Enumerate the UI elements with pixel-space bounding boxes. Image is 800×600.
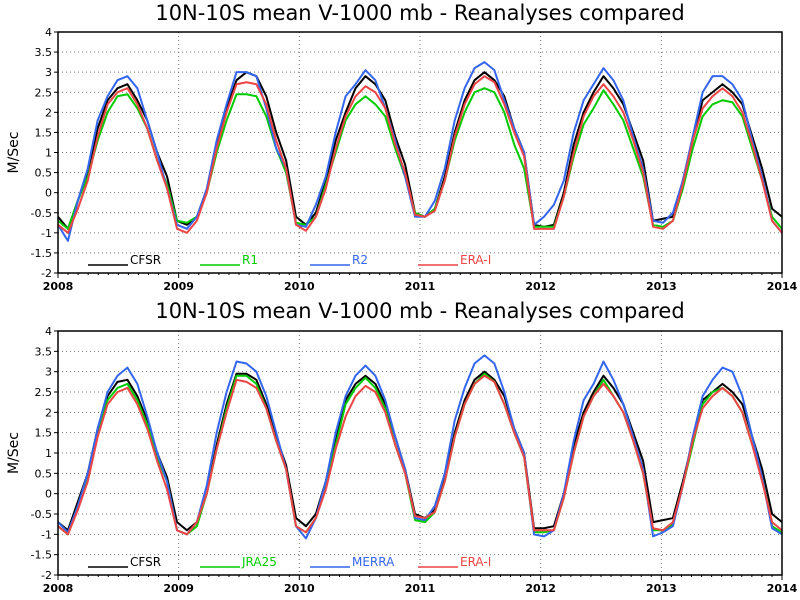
y-tick-label: 0 — [45, 187, 52, 200]
series-line-jra25 — [57, 372, 783, 536]
y-tick-label: -0.5 — [31, 207, 52, 220]
y-tick-label: 1.5 — [35, 126, 53, 139]
y-tick-label: 0.5 — [35, 467, 53, 480]
y-tick-label: 3 — [45, 66, 52, 79]
x-tick-label: 2014 — [767, 582, 798, 595]
y-tick-label: -2 — [41, 267, 52, 280]
y-tick-label: 1.5 — [35, 427, 53, 440]
chart-title: 10N-10S mean V-1000 mb - Reanalyses comp… — [155, 299, 684, 323]
x-tick-label: 2013 — [646, 582, 677, 595]
legend-label: ERA-I — [460, 555, 491, 569]
y-axis-label: M/Sec — [6, 432, 22, 474]
legend-label: MERRA — [352, 555, 395, 569]
y-tick-label: 2 — [45, 406, 52, 419]
legend-label: ERA-I — [460, 253, 491, 267]
x-tick-label: 2011 — [405, 582, 436, 595]
legend-label: CFSR — [130, 555, 161, 569]
legend-label: R2 — [352, 253, 368, 267]
series-line-r1 — [57, 87, 783, 230]
y-tick-label: 3.5 — [35, 46, 53, 59]
y-tick-label: 1 — [45, 147, 52, 160]
y-tick-label: -1.5 — [31, 247, 52, 260]
x-tick-label: 2010 — [284, 582, 315, 595]
y-tick-label: -1 — [41, 528, 52, 541]
y-tick-label: 3.5 — [35, 345, 53, 358]
series-line-cfsr — [57, 71, 783, 230]
y-tick-label: -0.5 — [31, 508, 52, 521]
x-tick-label: 2008 — [43, 280, 74, 293]
y-tick-label: 2.5 — [35, 386, 53, 399]
chart-panel-1: 10N-10S mean V-1000 mb - Reanalyses comp… — [6, 1, 798, 293]
series-line-merra — [57, 354, 783, 540]
x-tick-label: 2008 — [43, 582, 74, 595]
y-tick-label: 2 — [45, 106, 52, 119]
x-tick-label: 2009 — [163, 280, 194, 293]
series-line-era-i — [57, 374, 783, 536]
x-tick-label: 2012 — [525, 280, 556, 293]
x-tick-label: 2012 — [525, 582, 556, 595]
y-tick-label: -1 — [41, 227, 52, 240]
legend-label: R1 — [242, 253, 258, 267]
y-tick-label: 0.5 — [35, 167, 53, 180]
y-axis-label: M/Sec — [6, 132, 22, 174]
series-line-era-i — [57, 75, 783, 234]
legend-label: CFSR — [130, 253, 161, 267]
plot-frame — [57, 31, 783, 274]
x-tick-label: 2011 — [405, 280, 436, 293]
x-tick-label: 2010 — [284, 280, 315, 293]
y-tick-label: -1.5 — [31, 549, 52, 562]
y-tick-label: -2 — [41, 569, 52, 582]
x-tick-label: 2009 — [163, 582, 194, 595]
y-tick-label: 2.5 — [35, 86, 53, 99]
y-tick-label: 4 — [45, 325, 52, 338]
chart-panel-2: 10N-10S mean V-1000 mb - Reanalyses comp… — [6, 299, 798, 595]
x-tick-label: 2014 — [767, 280, 798, 293]
y-tick-label: 4 — [45, 26, 52, 39]
legend-label: JRA25 — [241, 555, 277, 569]
plot-frame — [57, 330, 783, 576]
y-tick-label: 1 — [45, 447, 52, 460]
y-tick-label: 0 — [45, 488, 52, 501]
chart-title: 10N-10S mean V-1000 mb - Reanalyses comp… — [155, 1, 684, 25]
y-tick-label: 3 — [45, 366, 52, 379]
x-tick-label: 2013 — [646, 280, 677, 293]
